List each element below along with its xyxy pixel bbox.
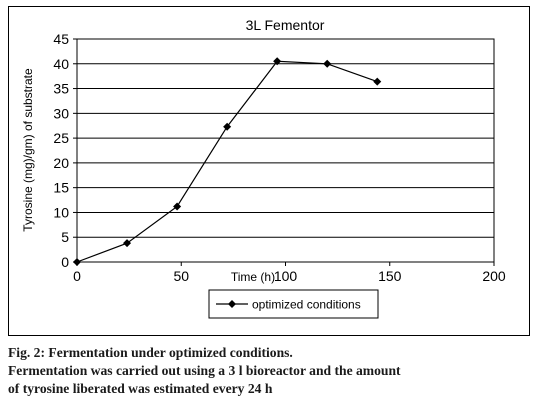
grid-lines — [77, 63, 494, 238]
data-point — [323, 59, 332, 68]
legend-marker — [228, 300, 236, 308]
y-tick-label: 5 — [61, 229, 69, 245]
x-tick-label: 200 — [482, 268, 506, 284]
line-chart: 3L Fementor 0 5 10 15 20 25 30 35 40 45 0 50 100 150… — [21, 17, 506, 319]
chart-title: 3L Fementor — [246, 17, 325, 33]
y-axis-label: Tyrosine (mg)/gm) of substrate — [21, 68, 35, 232]
y-tick-label: 10 — [53, 204, 69, 220]
data-point — [373, 77, 382, 86]
caption-line-1: Fig. 2: Fermentation under optimized con… — [8, 345, 293, 360]
series-optimized-conditions — [73, 57, 382, 266]
y-tick-label: 20 — [53, 155, 69, 171]
y-tick-label: 30 — [53, 105, 69, 121]
data-point — [273, 57, 282, 66]
caption-line-3: of tyrosine liberated was estimated ever… — [8, 381, 273, 396]
data-point — [223, 122, 232, 131]
plot-area — [76, 38, 495, 263]
x-axis-ticks: 0 50 100 150 200 — [73, 262, 506, 284]
y-tick-label: 35 — [53, 81, 69, 97]
data-point — [73, 258, 81, 266]
x-axis-label: Time (h) — [231, 270, 275, 284]
y-tick-label: 25 — [53, 130, 69, 146]
legend: optimized conditions — [208, 289, 379, 319]
y-tick-label: 15 — [53, 180, 69, 196]
data-point — [173, 202, 182, 211]
series-line — [76, 60, 378, 263]
caption-line-2: Fermentation was carried out using a 3 l… — [8, 363, 401, 378]
x-tick-label: 50 — [173, 268, 189, 284]
legend-label: optimized conditions — [252, 298, 361, 312]
y-tick-label: 45 — [53, 31, 69, 47]
figure-frame — [8, 6, 530, 336]
y-tick-label: 40 — [53, 56, 69, 72]
x-tick-label: 150 — [378, 268, 402, 284]
x-tick-label: 100 — [274, 268, 298, 284]
figure-caption: Fig. 2: Fermentation under optimized con… — [8, 344, 530, 398]
x-tick-label: 0 — [73, 268, 81, 284]
y-axis-ticks: 0 5 10 15 20 25 30 35 40 45 — [53, 31, 77, 270]
y-tick-label: 0 — [61, 254, 69, 270]
data-point — [123, 239, 132, 248]
